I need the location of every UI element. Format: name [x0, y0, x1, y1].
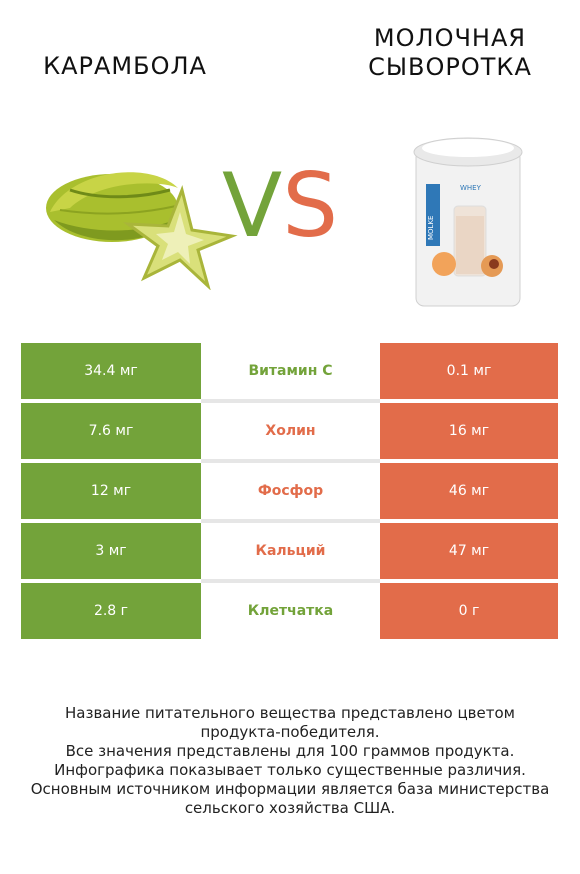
left-value: 2.8 г — [21, 581, 201, 639]
right-product-title: МОЛОЧНАЯ СЫВОРОТКА — [368, 24, 532, 81]
footer-note: Название питательного вещества представл… — [20, 704, 560, 818]
footer-line: Инфографика показывает только существенн… — [54, 761, 526, 779]
starfruit-image — [46, 172, 238, 290]
footer-line: Основным источником информации является … — [30, 780, 550, 798]
can-side-label: MOLKE — [427, 216, 435, 240]
left-value: 7.6 мг — [21, 401, 201, 463]
footer-line: сельского хозяйства США. — [184, 799, 396, 817]
vs-label: VS — [222, 162, 338, 250]
footer-line: Все значения представлены для 100 граммо… — [65, 742, 515, 760]
nutrient-name: Витамин C — [201, 343, 380, 403]
table-row: 3 мг Кальций 47 мг — [21, 521, 558, 583]
table-row: 2.8 г Клетчатка 0 г — [21, 581, 558, 639]
table-row: 34.4 мг Витамин C 0.1 мг — [21, 343, 558, 403]
nutrient-name: Фосфор — [201, 461, 380, 523]
can-brand-label: WHEY — [460, 184, 482, 192]
right-value: 0 г — [380, 581, 558, 639]
whey-powder-can-image: MOLKE WHEY — [413, 137, 523, 307]
nutrient-name: Клетчатка — [201, 581, 380, 639]
vs-letter-s: S — [282, 154, 339, 257]
right-value: 47 мг — [380, 521, 558, 583]
vs-letter-v: V — [222, 154, 283, 257]
left-value: 34.4 мг — [21, 343, 201, 403]
table-row: 12 мг Фосфор 46 мг — [21, 461, 558, 523]
right-value: 16 мг — [380, 401, 558, 463]
nutrient-name: Холин — [201, 401, 380, 463]
footer-line: продукта-победителя. — [200, 723, 380, 741]
footer-line: Название питательного вещества представл… — [65, 704, 515, 722]
nutrient-name: Кальций — [201, 521, 380, 583]
right-value: 46 мг — [380, 461, 558, 523]
left-value: 3 мг — [21, 521, 201, 583]
comparison-table: 34.4 мг Витамин C 0.1 мг 7.6 мг Холин 16… — [21, 343, 558, 639]
right-value: 0.1 мг — [380, 343, 558, 403]
table-row: 7.6 мг Холин 16 мг — [21, 401, 558, 463]
left-product-title: КАРАМБОЛА — [43, 52, 207, 80]
left-value: 12 мг — [21, 461, 201, 523]
